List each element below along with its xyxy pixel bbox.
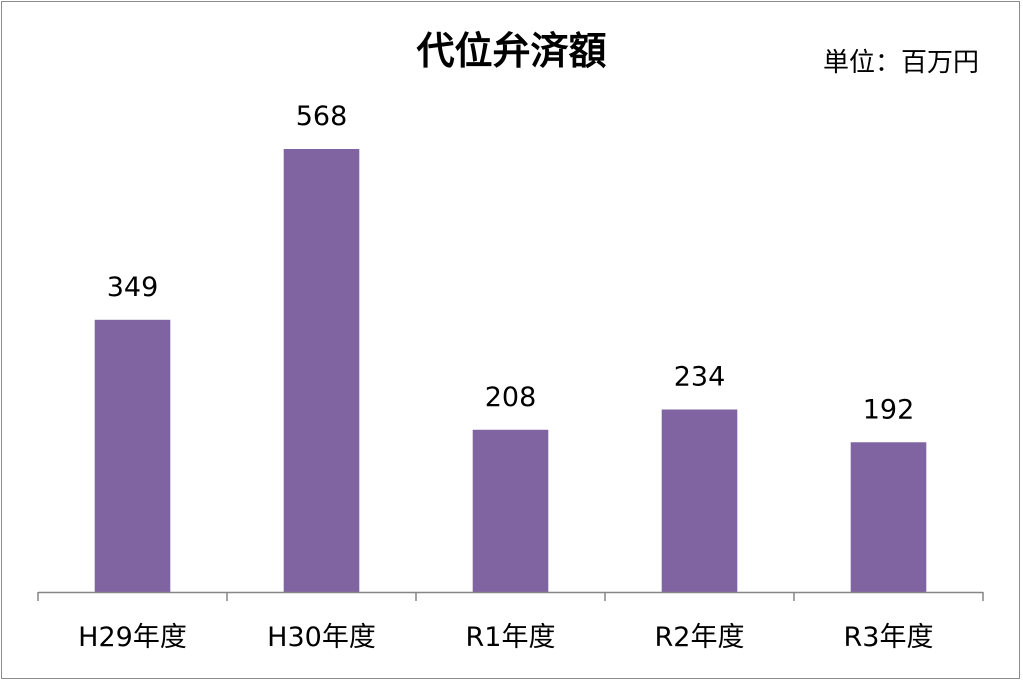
x-tick-label: R1年度 [466, 622, 556, 653]
data-label: 568 [296, 101, 348, 132]
bar [283, 149, 360, 592]
bars-group [94, 149, 927, 592]
bar [850, 442, 927, 592]
category-labels-group: H29年度 H30年度 R1年度 R2年度 R3年度 [78, 622, 933, 653]
data-label: 349 [107, 272, 159, 303]
chart-title: 代位弁済額 [416, 29, 607, 73]
bar [661, 409, 738, 592]
value-labels-group: 349 568 208 234 192 [107, 101, 915, 425]
x-tick-label: R3年度 [844, 622, 934, 653]
data-label: 192 [863, 394, 915, 425]
unit-label: 単位：百万円 [822, 48, 979, 78]
x-axis [37, 591, 984, 601]
data-label: 208 [485, 382, 537, 413]
x-tick-label: R2年度 [655, 622, 745, 653]
x-tick-label: H29年度 [78, 622, 187, 653]
data-label: 234 [674, 361, 726, 392]
bar [472, 429, 549, 592]
bar [94, 319, 171, 592]
x-tick-label: H30年度 [267, 622, 376, 653]
